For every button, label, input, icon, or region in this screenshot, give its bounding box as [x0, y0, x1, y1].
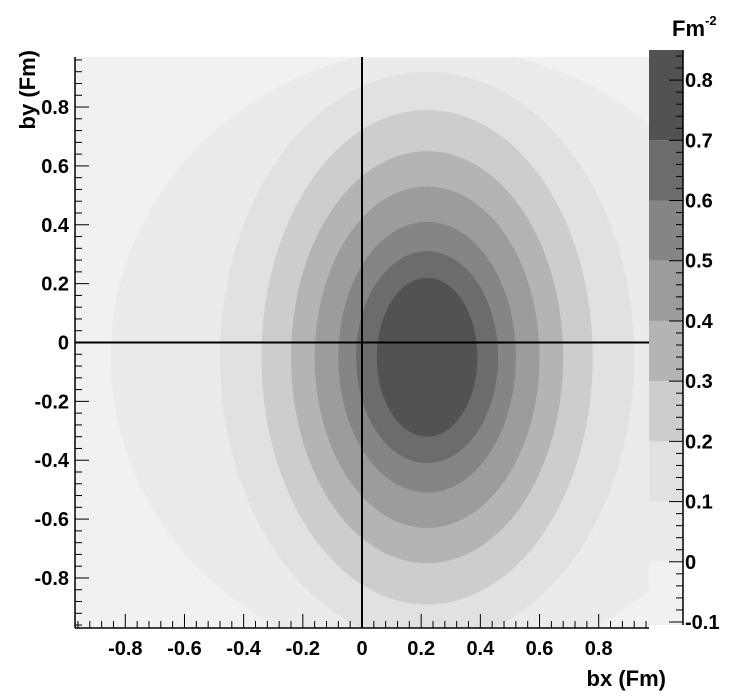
colorbar-tick-label: 0.2	[685, 431, 713, 453]
y-tick-label: 0.8	[41, 97, 69, 119]
colorbar-tick-label: 0.3	[685, 371, 713, 393]
x-tick-label: -0.2	[286, 638, 320, 660]
colorbar-tick-label: 0.5	[685, 251, 713, 273]
y-tick-label: -0.6	[35, 509, 69, 531]
y-tick-label: 0.6	[41, 156, 69, 178]
colorbar-tick-label: 0.6	[685, 191, 713, 213]
colorbar-segment-8	[649, 50, 683, 141]
colorbar-tick-label: -0.1	[685, 612, 719, 634]
colorbar-segment-3	[649, 381, 683, 442]
colorbar-tick-label: 0.7	[685, 130, 713, 152]
x-tick-label: 0.8	[585, 638, 613, 660]
colorbar-segment-7	[649, 140, 683, 201]
colorbar-unit-label: Fm-2	[672, 13, 717, 41]
colorbar-segment-2	[649, 441, 683, 502]
x-tick-label: 0.6	[526, 638, 554, 660]
x-tick-label: 0.2	[407, 638, 435, 660]
colorbar-tick-label: 0.8	[685, 70, 713, 92]
y-tick-label: -0.4	[35, 450, 70, 472]
y-tick-label: 0.2	[41, 274, 69, 296]
x-tick-label: 0	[356, 638, 367, 660]
y-axis-label: by (Fm)	[15, 50, 40, 129]
colorbar-segment-5	[649, 260, 683, 321]
x-tick-label: 0.4	[466, 638, 495, 660]
colorbar-tick-label: 0.4	[685, 311, 714, 333]
x-tick-label: -0.8	[108, 638, 142, 660]
color-scale-bar: -0.1 0 0.1 0.2 0.3 0.4 0.5 0.6 0.7 0.8	[649, 50, 719, 634]
colorbar-segment-4	[649, 320, 683, 382]
colorbar-tick-label: 0	[685, 552, 696, 574]
colorbar-unit-exponent: -2	[705, 13, 717, 28]
colorbar-unit-base: Fm	[672, 16, 705, 41]
colorbar-segment-1	[649, 501, 683, 562]
plot-area	[75, 57, 649, 628]
colorbar-segment-0	[649, 561, 683, 625]
x-tick-label: -0.4	[226, 638, 261, 660]
x-tick-label: -0.6	[167, 638, 201, 660]
y-tick-label: 0	[58, 333, 69, 355]
y-tick-label: -0.8	[35, 568, 69, 590]
contour-band-7	[376, 277, 478, 437]
y-tick-label: 0.4	[41, 215, 70, 237]
axes: -0.8 -0.6 -0.4 -0.2 0 0.2 0.4 0.6 0.8 -0.8 -0.6 -0.…	[35, 57, 649, 660]
colorbar-segment-6	[649, 200, 683, 261]
colorbar-tick-label: 0.1	[685, 492, 713, 514]
x-axis-label: bx (Fm)	[587, 666, 666, 691]
y-tick-label: -0.2	[35, 391, 69, 413]
